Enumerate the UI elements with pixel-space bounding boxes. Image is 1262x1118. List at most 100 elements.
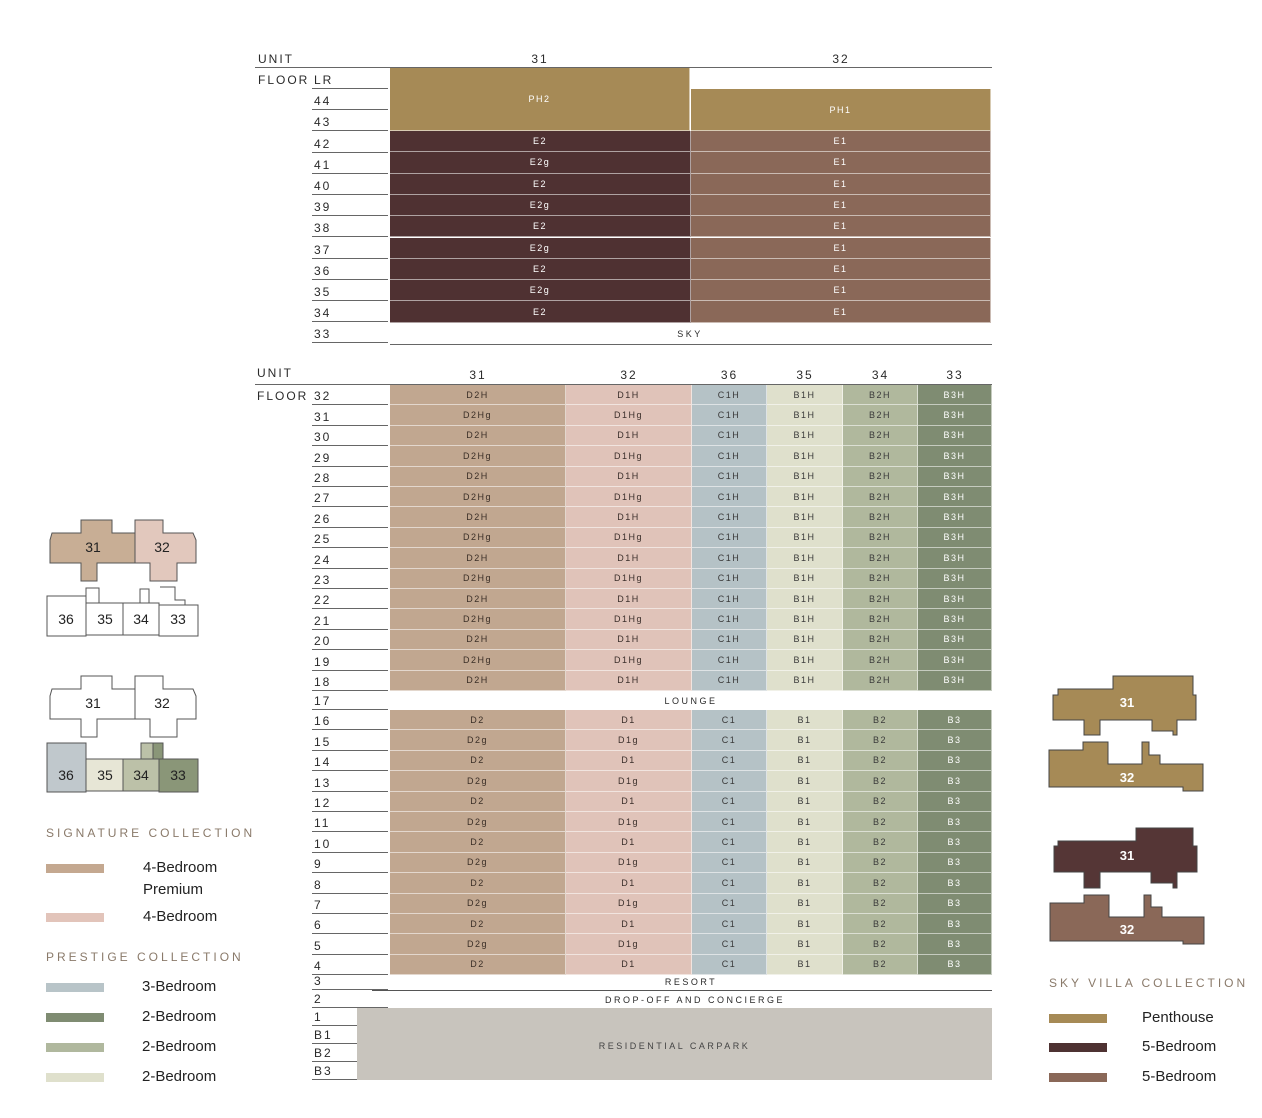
- unit-cell: D1H: [566, 425, 692, 447]
- unit-cell: D1Hg: [566, 527, 692, 549]
- plan-label-33: 33: [170, 767, 186, 783]
- unit-cell-ph2: PH2: [390, 68, 690, 131]
- floor-number: 10: [312, 832, 388, 853]
- plan-label-35: 35: [97, 767, 113, 783]
- floor-number: 33: [312, 322, 388, 344]
- unit-cell: B2H: [843, 670, 918, 691]
- unit-cell: B1: [767, 852, 843, 874]
- plan-unit-36: [46, 595, 87, 637]
- unit-cell: D1g: [566, 934, 692, 955]
- legend-title-signature: SIGNATURE COLLECTION: [46, 826, 256, 840]
- unit-cell: B1: [767, 730, 843, 751]
- unit-cell: B3H: [918, 527, 992, 549]
- floor-number: 4: [312, 955, 388, 976]
- unit-cell: C1H: [692, 405, 767, 426]
- unit-cell: B2: [843, 934, 918, 955]
- unit-cell: B2: [843, 812, 918, 833]
- unit-cell: B2H: [843, 405, 918, 426]
- floor-number: B2: [312, 1044, 357, 1062]
- unit-cell: B3: [918, 730, 992, 751]
- unit-cell: B2H: [843, 568, 918, 589]
- plan-label-32: 32: [154, 695, 170, 711]
- floor-number: 41: [312, 153, 388, 174]
- unit-cell: D1H: [566, 507, 692, 528]
- unit-cell: B1H: [767, 385, 843, 406]
- plan-unit-33-shaded: [158, 758, 199, 793]
- unit-cell: B1H: [767, 446, 843, 467]
- unit-cell-31: E2: [390, 216, 691, 238]
- unit-cell: D1H: [566, 466, 692, 487]
- unit-header-32: 32: [832, 52, 850, 66]
- floor-number: 24: [312, 548, 388, 569]
- floor-number: 7: [312, 894, 388, 914]
- unit-cell: B1H: [767, 568, 843, 589]
- unit-cell: D2H: [390, 629, 566, 651]
- floor-label: FLOOR: [258, 73, 310, 87]
- resort-label: RESORT: [664, 977, 718, 987]
- unit-cell: B2H: [843, 650, 918, 671]
- unit-cell: B3H: [918, 405, 992, 426]
- unit-cell: B2H: [843, 609, 918, 630]
- plan-label-36: 36: [58, 611, 74, 627]
- plan-label-32: 32: [1120, 922, 1134, 937]
- unit-cell: B3H: [918, 670, 992, 691]
- unit-cell: B2: [843, 791, 918, 812]
- unit-cell: B2: [843, 914, 918, 935]
- unit-cell: D1Hg: [566, 446, 692, 467]
- floor-number: 43: [312, 110, 388, 132]
- unit-cell: D2: [390, 710, 566, 731]
- unit-cell: B1H: [767, 527, 843, 549]
- plan-label-33: 33: [170, 611, 186, 627]
- plan-label-31: 31: [1120, 848, 1134, 863]
- unit-cell: B2H: [843, 466, 918, 487]
- unit-cell: D1Hg: [566, 487, 692, 508]
- unit-cell-31: E2g: [390, 152, 691, 174]
- floor-number: 3: [312, 971, 388, 990]
- unit-cell: C1: [692, 954, 767, 976]
- unit-cell: B1H: [767, 466, 843, 487]
- unit-header: 31: [469, 368, 487, 382]
- plan-label-36: 36: [58, 767, 74, 783]
- unit-cell: D1H: [566, 385, 692, 406]
- floor-number: 26: [312, 507, 388, 528]
- plan-label-31: 31: [85, 539, 101, 555]
- unit-cell: D1: [566, 791, 692, 812]
- carpark-label: RESIDENTIAL CARPARK: [598, 1041, 751, 1051]
- unit-cell: B1: [767, 832, 843, 853]
- unit-cell: B2: [843, 750, 918, 772]
- unit-cell-32: E1: [691, 301, 991, 323]
- legend-item: Penthouse: [1142, 1009, 1214, 1026]
- unit-cell: B3: [918, 832, 992, 853]
- unit-cell: B3: [918, 750, 992, 772]
- floor-number: B3: [312, 1062, 357, 1080]
- unit-header: 33: [946, 368, 964, 382]
- unit-cell: B3H: [918, 568, 992, 589]
- legend-swatch: [1049, 1043, 1107, 1052]
- unit-cell: B2H: [843, 507, 918, 528]
- unit-cell: B1: [767, 893, 843, 914]
- unit-cell: B2: [843, 954, 918, 976]
- unit-cell: B3H: [918, 487, 992, 508]
- unit-cell: C1: [692, 914, 767, 935]
- unit-cell: C1: [692, 852, 767, 874]
- unit-cell: B1H: [767, 548, 843, 569]
- unit-cell-ph1: PH1: [691, 89, 991, 131]
- unit-cell: D2Hg: [390, 446, 566, 467]
- legend-item: 3-Bedroom: [142, 978, 217, 995]
- unit-cell: C1: [692, 832, 767, 853]
- unit-cell: B3H: [918, 466, 992, 487]
- unit-cell: D2g: [390, 812, 566, 833]
- unit-cell-32: E1: [691, 258, 991, 281]
- legend-item: 2-Bedroom: [142, 1068, 217, 1085]
- floor-number: 11: [312, 812, 388, 833]
- unit-header: 36: [720, 368, 739, 382]
- unit-cell: D2g: [390, 893, 566, 914]
- floor-number: 9: [312, 853, 388, 874]
- floor-number: 38: [312, 216, 388, 238]
- unit-cell: D2: [390, 791, 566, 812]
- unit-cell: C1: [692, 934, 767, 955]
- unit-header: 34: [871, 368, 890, 382]
- floor-number: LR: [312, 68, 388, 89]
- unit-cell-32: E1: [691, 194, 991, 217]
- unit-cell: B2H: [843, 385, 918, 406]
